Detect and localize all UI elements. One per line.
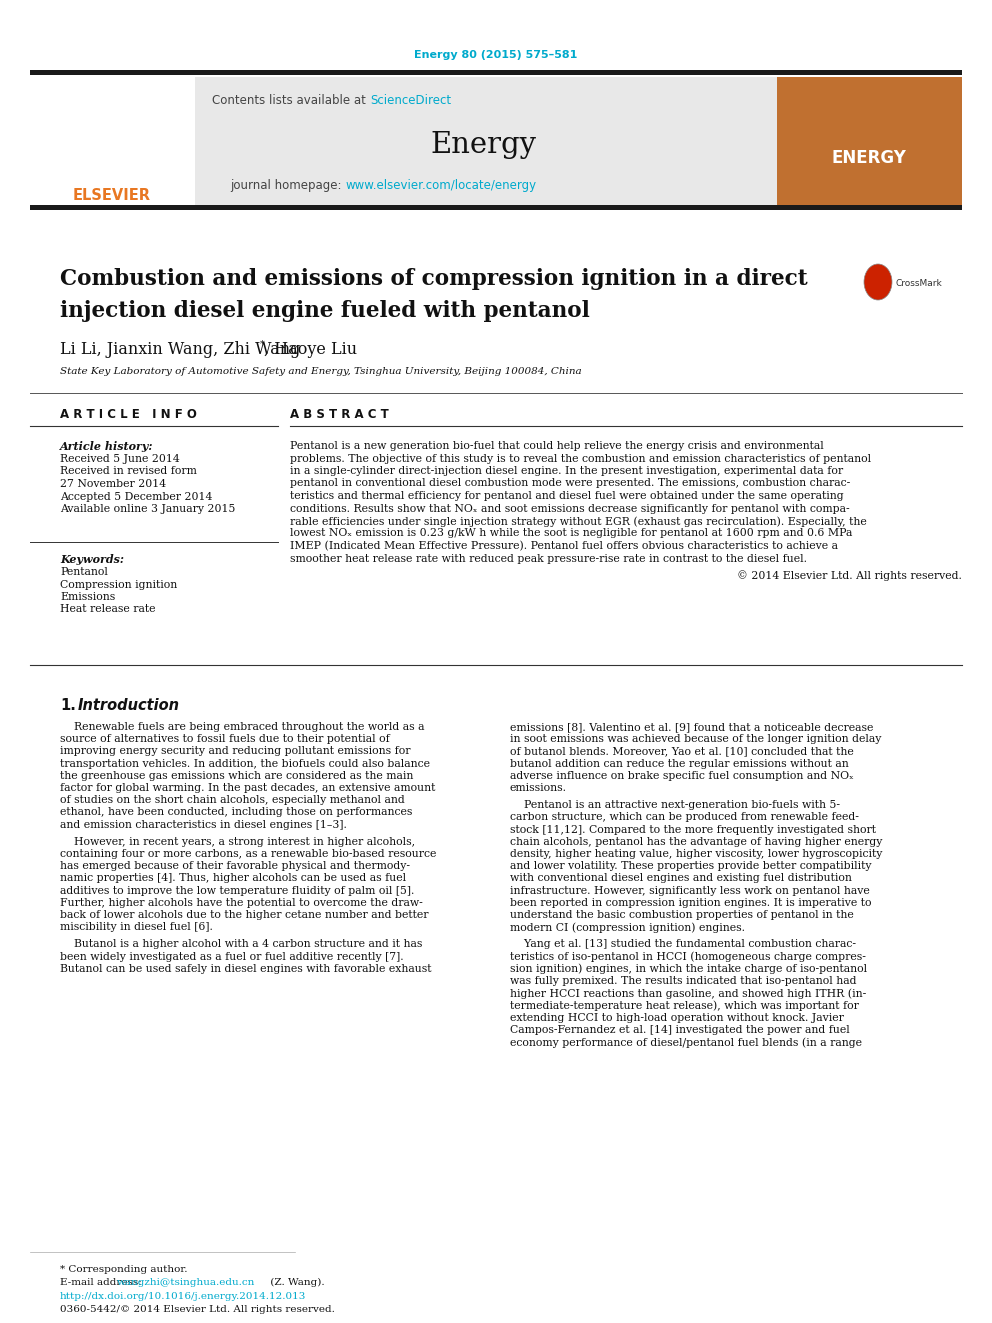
Text: Pentanol is a new generation bio-fuel that could help relieve the energy crisis : Pentanol is a new generation bio-fuel th… [290,441,823,451]
Text: carbon structure, which can be produced from renewable feed-: carbon structure, which can be produced … [510,812,859,823]
Text: (Z. Wang).: (Z. Wang). [267,1278,324,1287]
Text: extending HCCI to high-load operation without knock. Javier: extending HCCI to high-load operation wi… [510,1012,844,1023]
Text: Energy 80 (2015) 575–581: Energy 80 (2015) 575–581 [415,50,577,60]
Text: lowest NOₓ emission is 0.23 g/kW h while the soot is negligible for pentanol at : lowest NOₓ emission is 0.23 g/kW h while… [290,528,852,538]
Text: Butanol is a higher alcohol with a 4 carbon structure and it has: Butanol is a higher alcohol with a 4 car… [60,939,423,950]
Text: conditions. Results show that NOₓ and soot emissions decrease significantly for : conditions. Results show that NOₓ and so… [290,504,849,513]
Text: Emissions: Emissions [60,591,115,602]
Text: of studies on the short chain alcohols, especially methanol and: of studies on the short chain alcohols, … [60,795,405,806]
Text: higher HCCI reactions than gasoline, and showed high ITHR (in-: higher HCCI reactions than gasoline, and… [510,988,866,999]
Text: been widely investigated as a fuel or fuel additive recently [7].: been widely investigated as a fuel or fu… [60,951,404,962]
Text: and emission characteristics in diesel engines [1–3].: and emission characteristics in diesel e… [60,820,347,830]
Text: Campos-Fernandez et al. [14] investigated the power and fuel: Campos-Fernandez et al. [14] investigate… [510,1025,850,1035]
Text: factor for global warming. In the past decades, an extensive amount: factor for global warming. In the past d… [60,783,435,792]
Text: Heat release rate: Heat release rate [60,605,156,614]
Text: additives to improve the low temperature fluidity of palm oil [5].: additives to improve the low temperature… [60,885,415,896]
Text: Pentanol is an attractive next-generation bio-fuels with 5-: Pentanol is an attractive next-generatio… [510,800,840,810]
Text: © 2014 Elsevier Ltd. All rights reserved.: © 2014 Elsevier Ltd. All rights reserved… [737,570,962,581]
Text: wangzhi@tsinghua.edu.cn: wangzhi@tsinghua.edu.cn [117,1278,255,1287]
Text: 27 November 2014: 27 November 2014 [60,479,166,490]
Text: Butanol can be used safely in diesel engines with favorable exhaust: Butanol can be used safely in diesel eng… [60,963,432,974]
Text: Available online 3 January 2015: Available online 3 January 2015 [60,504,235,515]
Text: E-mail address:: E-mail address: [60,1278,145,1287]
Text: termediate-temperature heat release), which was important for: termediate-temperature heat release), wh… [510,1000,859,1011]
Text: of butanol blends. Moreover, Yao et al. [10] concluded that the: of butanol blends. Moreover, Yao et al. … [510,746,854,757]
Text: density, higher heating value, higher viscosity, lower hygroscopicity: density, higher heating value, higher vi… [510,849,882,859]
Text: with conventional diesel engines and existing fuel distribution: with conventional diesel engines and exi… [510,873,852,884]
Text: pentanol in conventional diesel combustion mode were presented. The emissions, c: pentanol in conventional diesel combusti… [290,479,850,488]
Text: Li Li, Jianxin Wang, Zhi Wang: Li Li, Jianxin Wang, Zhi Wang [60,341,301,359]
Text: * Corresponding author.: * Corresponding author. [60,1265,187,1274]
Text: miscibility in diesel fuel [6].: miscibility in diesel fuel [6]. [60,922,213,933]
Bar [777,77,962,205]
Text: has emerged because of their favorable physical and thermody-: has emerged because of their favorable p… [60,861,410,872]
Text: Further, higher alcohols have the potential to overcome the draw-: Further, higher alcohols have the potent… [60,898,423,908]
Text: emissions [8]. Valentino et al. [9] found that a noticeable decrease: emissions [8]. Valentino et al. [9] foun… [510,722,873,732]
Bar [30,77,195,205]
Bar [30,70,962,75]
Text: Renewable fuels are being embraced throughout the world as a: Renewable fuels are being embraced throu… [60,722,425,732]
Text: emissions.: emissions. [510,783,567,792]
Text: understand the basic combustion properties of pentanol in the: understand the basic combustion properti… [510,910,854,919]
Text: www.elsevier.com/locate/energy: www.elsevier.com/locate/energy [345,179,536,192]
Text: ethanol, have been conducted, including those on performances: ethanol, have been conducted, including … [60,807,413,818]
Bar [195,77,777,205]
Text: source of alternatives to fossil fuels due to their potential of: source of alternatives to fossil fuels d… [60,734,390,745]
Text: Pentanol: Pentanol [60,568,108,577]
Text: namic properties [4]. Thus, higher alcohols can be used as fuel: namic properties [4]. Thus, higher alcoh… [60,873,406,884]
Text: transportation vehicles. In addition, the biofuels could also balance: transportation vehicles. In addition, th… [60,758,430,769]
Text: chain alcohols, pentanol has the advantage of having higher energy: chain alcohols, pentanol has the advanta… [510,837,882,847]
Text: ELSEVIER: ELSEVIER [73,188,151,204]
Text: stock [11,12]. Compared to the more frequently investigated short: stock [11,12]. Compared to the more freq… [510,824,876,835]
Text: Compression ignition: Compression ignition [60,579,178,590]
Bar [30,205,962,210]
Text: However, in recent years, a strong interest in higher alcohols,: However, in recent years, a strong inter… [60,837,415,847]
Text: modern CI (compression ignition) engines.: modern CI (compression ignition) engines… [510,922,745,933]
Text: 0360-5442/© 2014 Elsevier Ltd. All rights reserved.: 0360-5442/© 2014 Elsevier Ltd. All right… [60,1304,335,1314]
Text: Energy: Energy [430,131,536,159]
Text: improving energy security and reducing pollutant emissions for: improving energy security and reducing p… [60,746,411,757]
Text: rable efficiencies under single injection strategy without EGR (exhaust gas reci: rable efficiencies under single injectio… [290,516,867,527]
Text: Accepted 5 December 2014: Accepted 5 December 2014 [60,492,212,501]
Text: http://dx.doi.org/10.1016/j.energy.2014.12.013: http://dx.doi.org/10.1016/j.energy.2014.… [60,1293,307,1301]
Text: been reported in compression ignition engines. It is imperative to: been reported in compression ignition en… [510,898,872,908]
Text: teristics of iso-pentanol in HCCI (homogeneous charge compres-: teristics of iso-pentanol in HCCI (homog… [510,951,866,962]
Text: the greenhouse gas emissions which are considered as the main: the greenhouse gas emissions which are c… [60,771,414,781]
Text: containing four or more carbons, as a renewable bio-based resource: containing four or more carbons, as a re… [60,849,436,859]
Text: 1.: 1. [60,699,75,713]
Text: Received 5 June 2014: Received 5 June 2014 [60,454,180,464]
Text: adverse influence on brake specific fuel consumption and NOₓ: adverse influence on brake specific fuel… [510,771,854,781]
Text: CrossMark: CrossMark [896,279,942,287]
Text: , Haoye Liu: , Haoye Liu [264,341,357,359]
Text: ScienceDirect: ScienceDirect [370,94,451,106]
Text: Yang et al. [13] studied the fundamental combustion charac-: Yang et al. [13] studied the fundamental… [510,939,856,950]
Text: A R T I C L E   I N F O: A R T I C L E I N F O [60,409,196,422]
Text: in soot emissions was achieved because of the longer ignition delay: in soot emissions was achieved because o… [510,734,881,745]
Text: was fully premixed. The results indicated that iso-pentanol had: was fully premixed. The results indicate… [510,976,856,986]
Text: *: * [260,340,265,348]
Text: Introduction: Introduction [78,699,180,713]
Text: problems. The objective of this study is to reveal the combustion and emission c: problems. The objective of this study is… [290,454,871,463]
Text: journal homepage:: journal homepage: [230,179,345,192]
Text: State Key Laboratory of Automotive Safety and Energy, Tsinghua University, Beiji: State Key Laboratory of Automotive Safet… [60,368,581,377]
Text: Keywords:: Keywords: [60,554,124,565]
Text: in a single-cylinder direct-injection diesel engine. In the present investigatio: in a single-cylinder direct-injection di… [290,466,843,476]
Text: A B S T R A C T: A B S T R A C T [290,409,389,422]
Text: Article history:: Article history: [60,441,154,452]
Text: teristics and thermal efficiency for pentanol and diesel fuel were obtained unde: teristics and thermal efficiency for pen… [290,491,843,501]
Text: IMEP (Indicated Mean Effective Pressure). Pentanol fuel offers obvious character: IMEP (Indicated Mean Effective Pressure)… [290,541,838,552]
Text: infrastructure. However, significantly less work on pentanol have: infrastructure. However, significantly l… [510,885,870,896]
Ellipse shape [864,265,892,300]
Text: Contents lists available at: Contents lists available at [212,94,370,106]
Text: economy performance of diesel/pentanol fuel blends (in a range: economy performance of diesel/pentanol f… [510,1037,862,1048]
Text: Combustion and emissions of compression ignition in a direct: Combustion and emissions of compression … [60,269,807,290]
Text: injection diesel engine fueled with pentanol: injection diesel engine fueled with pent… [60,300,590,321]
Text: butanol addition can reduce the regular emissions without an: butanol addition can reduce the regular … [510,758,849,769]
Text: back of lower alcohols due to the higher cetane number and better: back of lower alcohols due to the higher… [60,910,429,919]
Text: sion ignition) engines, in which the intake charge of iso-pentanol: sion ignition) engines, in which the int… [510,963,867,974]
Text: and lower volatility. These properties provide better compatibility: and lower volatility. These properties p… [510,861,872,872]
Text: smoother heat release rate with reduced peak pressure-rise rate in contrast to t: smoother heat release rate with reduced … [290,553,807,564]
Text: ENERGY: ENERGY [831,149,907,167]
Text: Received in revised form: Received in revised form [60,467,196,476]
